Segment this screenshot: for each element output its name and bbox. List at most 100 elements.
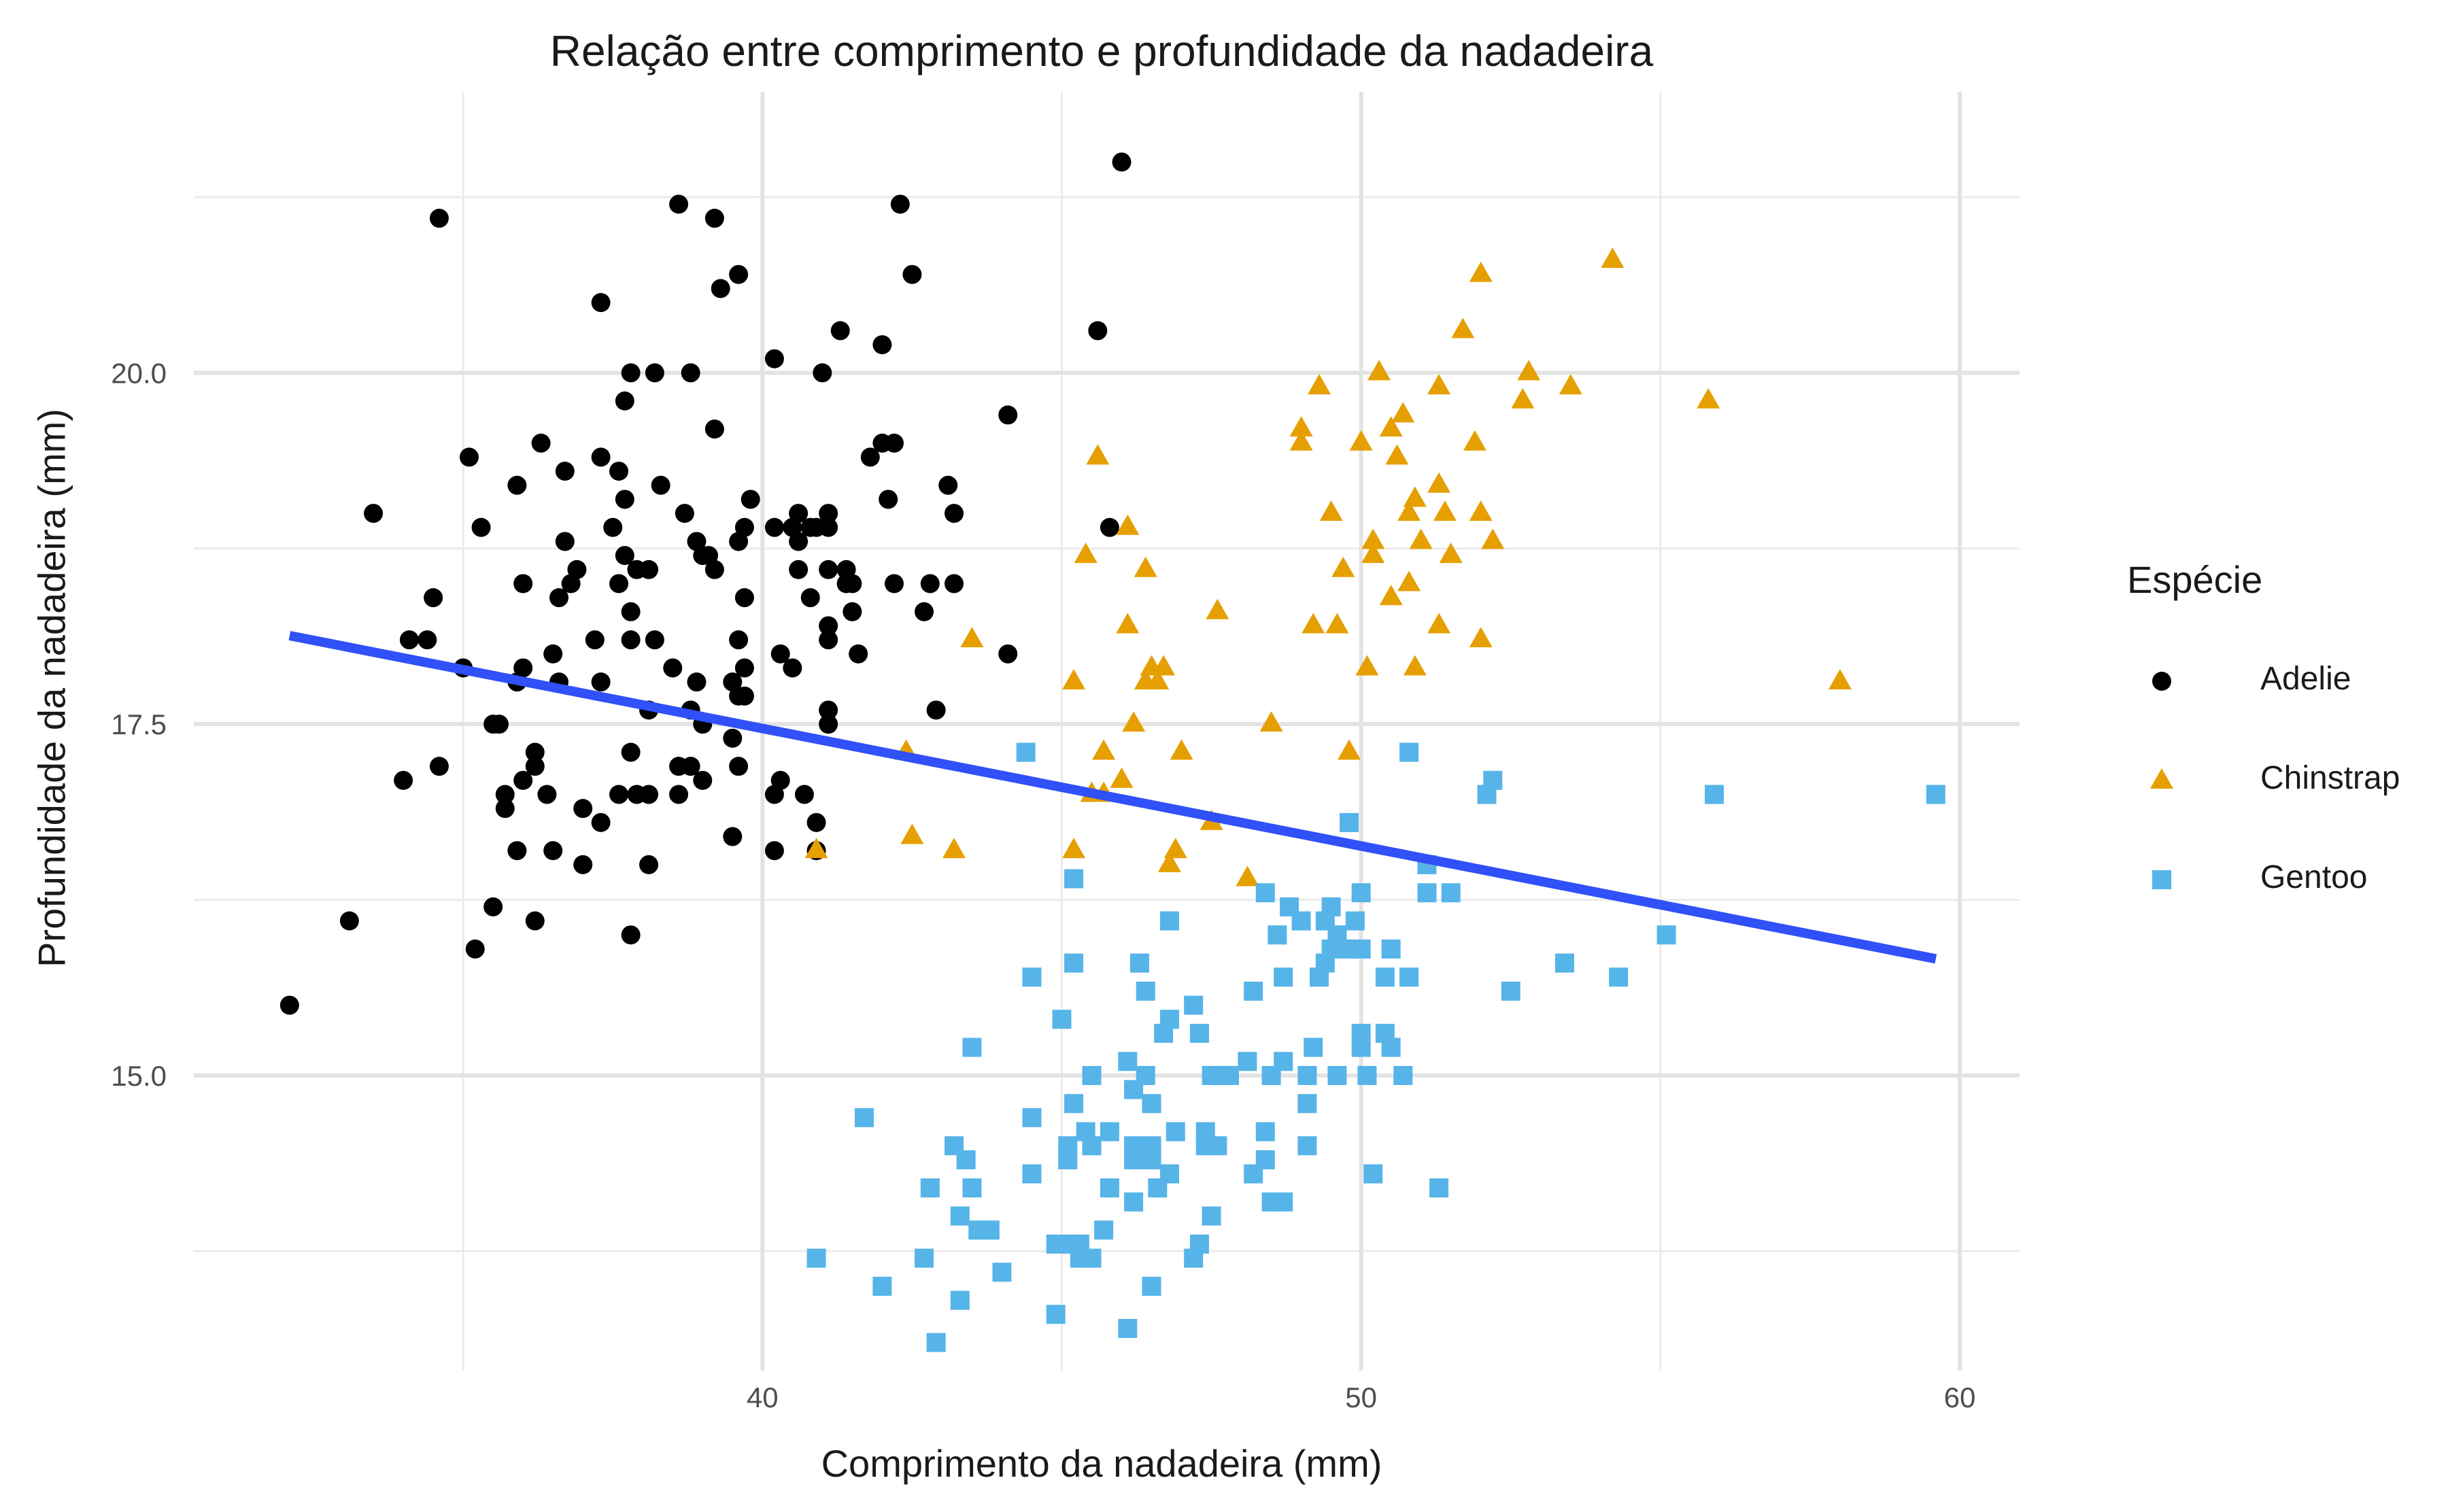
point-adelie bbox=[938, 475, 958, 495]
point-gentoo bbox=[1184, 995, 1204, 1015]
point-adelie bbox=[591, 293, 611, 313]
point-adelie bbox=[729, 757, 749, 776]
point-adelie bbox=[734, 588, 754, 608]
point-gentoo bbox=[1022, 967, 1042, 987]
point-adelie bbox=[734, 517, 754, 537]
point-chinstrap bbox=[1062, 838, 1086, 859]
point-gentoo bbox=[806, 1248, 826, 1268]
point-chinstrap bbox=[1427, 374, 1451, 395]
point-gentoo bbox=[872, 1276, 892, 1296]
point-chinstrap bbox=[1409, 528, 1433, 549]
point-gentoo bbox=[1417, 883, 1437, 903]
point-chinstrap bbox=[1152, 655, 1176, 676]
point-chinstrap bbox=[1427, 472, 1451, 493]
point-gentoo bbox=[1375, 967, 1395, 987]
point-adelie bbox=[555, 532, 575, 551]
point-adelie bbox=[495, 799, 515, 819]
point-chinstrap bbox=[960, 627, 984, 648]
point-gentoo bbox=[1429, 1178, 1449, 1198]
point-chinstrap bbox=[1062, 669, 1086, 690]
point-gentoo bbox=[950, 1206, 970, 1226]
point-adelie bbox=[639, 560, 659, 579]
point-adelie bbox=[609, 462, 629, 481]
point-chinstrap bbox=[1163, 838, 1187, 859]
point-gentoo bbox=[1166, 1122, 1185, 1141]
point-gentoo bbox=[1340, 812, 1359, 832]
point-adelie bbox=[555, 462, 575, 481]
point-chinstrap bbox=[1828, 669, 1852, 690]
point-adelie bbox=[573, 799, 593, 819]
point-adelie bbox=[723, 728, 743, 748]
point-gentoo bbox=[1363, 1164, 1383, 1184]
point-chinstrap bbox=[900, 823, 924, 844]
point-gentoo bbox=[962, 1037, 982, 1057]
point-gentoo bbox=[1441, 883, 1461, 903]
point-adelie bbox=[687, 672, 707, 692]
point-adelie bbox=[819, 504, 838, 523]
point-gentoo bbox=[1022, 1107, 1042, 1127]
point-adelie bbox=[704, 209, 724, 228]
point-adelie bbox=[704, 560, 724, 579]
point-chinstrap bbox=[1403, 486, 1427, 507]
point-chinstrap bbox=[1697, 388, 1720, 409]
point-chinstrap bbox=[1469, 261, 1493, 282]
point-chinstrap bbox=[1092, 739, 1116, 760]
point-gentoo bbox=[915, 1248, 934, 1268]
point-gentoo bbox=[1399, 967, 1419, 987]
point-gentoo bbox=[1159, 1164, 1179, 1184]
point-chinstrap bbox=[1433, 500, 1457, 521]
chart-title: Relação entre comprimento e profundidade… bbox=[549, 27, 1654, 75]
point-adelie bbox=[543, 644, 563, 664]
point-gentoo bbox=[1393, 1065, 1413, 1085]
point-gentoo bbox=[1274, 1192, 1293, 1212]
point-gentoo bbox=[1274, 967, 1293, 987]
point-gentoo bbox=[1082, 1065, 1102, 1085]
point-adelie bbox=[591, 447, 611, 467]
point-adelie bbox=[920, 574, 940, 594]
point-gentoo bbox=[1297, 1136, 1317, 1156]
point-adelie bbox=[615, 489, 634, 509]
point-adelie bbox=[926, 700, 946, 720]
square-icon bbox=[2152, 870, 2171, 889]
point-gentoo bbox=[1321, 897, 1341, 916]
point-chinstrap bbox=[1397, 500, 1421, 521]
point-gentoo bbox=[1118, 1052, 1138, 1071]
point-adelie bbox=[741, 489, 760, 509]
point-adelie bbox=[849, 644, 868, 664]
point-gentoo bbox=[1304, 1037, 1323, 1057]
point-gentoo bbox=[1064, 869, 1084, 889]
point-gentoo bbox=[1255, 883, 1275, 903]
y-tick-label: 20.0 bbox=[111, 357, 167, 389]
point-gentoo bbox=[1142, 1276, 1161, 1296]
point-chinstrap bbox=[1134, 556, 1157, 577]
point-gentoo bbox=[1022, 1164, 1042, 1184]
point-adelie bbox=[429, 757, 449, 776]
point-adelie bbox=[843, 602, 862, 621]
point-adelie bbox=[806, 812, 826, 832]
point-chinstrap bbox=[1469, 500, 1493, 521]
point-gentoo bbox=[992, 1262, 1012, 1282]
point-adelie bbox=[507, 475, 527, 495]
point-gentoo bbox=[956, 1150, 976, 1169]
point-adelie bbox=[675, 504, 694, 523]
point-adelie bbox=[621, 742, 641, 762]
point-gentoo bbox=[1142, 1136, 1161, 1156]
y-tick-label: 17.5 bbox=[111, 708, 167, 740]
point-adelie bbox=[513, 574, 533, 594]
legend-label: Adelie bbox=[2260, 661, 2351, 697]
point-adelie bbox=[621, 630, 641, 650]
point-chinstrap bbox=[1361, 528, 1385, 549]
point-gentoo bbox=[1118, 1318, 1138, 1338]
point-adelie bbox=[764, 517, 784, 537]
point-adelie bbox=[669, 194, 689, 214]
point-adelie bbox=[543, 841, 563, 861]
point-chinstrap bbox=[1206, 598, 1229, 619]
point-gentoo bbox=[1202, 1206, 1221, 1226]
point-adelie bbox=[681, 757, 700, 776]
x-axis-label: Comprimento da nadadeira (mm) bbox=[821, 1442, 1382, 1485]
regression-line bbox=[288, 631, 1937, 964]
point-adelie bbox=[591, 672, 611, 692]
point-adelie bbox=[621, 602, 641, 621]
legend-label: Chinstrap bbox=[2260, 760, 2400, 796]
point-gentoo bbox=[1554, 953, 1574, 973]
